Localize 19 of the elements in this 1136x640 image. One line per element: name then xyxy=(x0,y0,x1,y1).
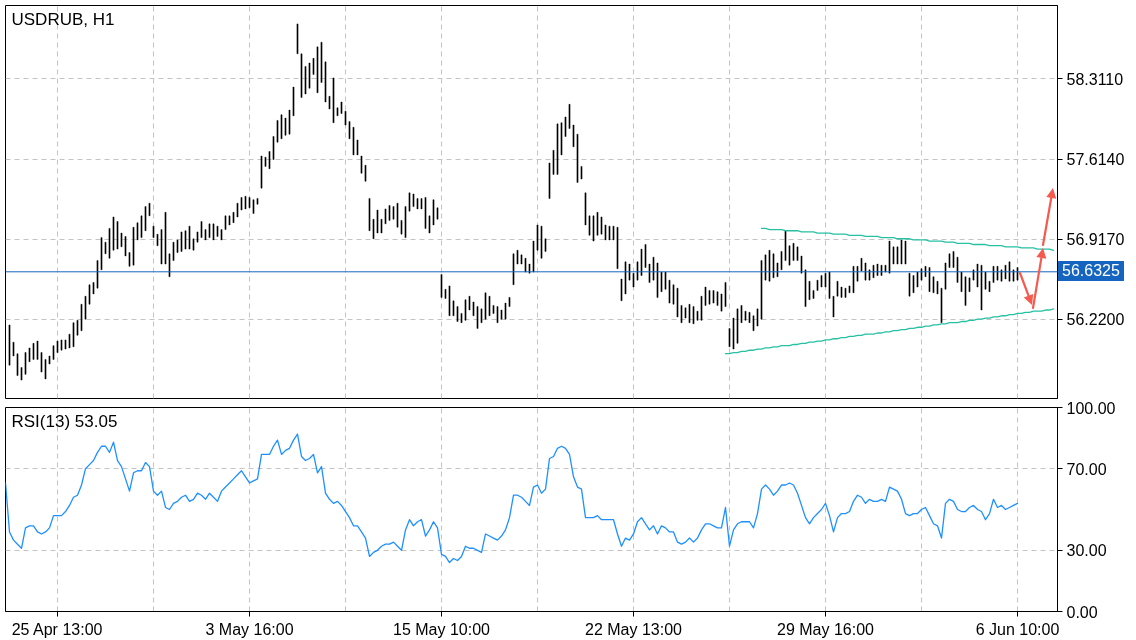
chart-title: USDRUB, H1 xyxy=(11,9,115,29)
y-tick-label: 56.2200 xyxy=(1066,311,1125,329)
line-series xyxy=(724,308,1055,355)
x-tick-label: 3 May 16:00 xyxy=(205,620,294,638)
y-tick-label: 70.00 xyxy=(1066,460,1107,478)
y-tick-label: 57.6140 xyxy=(1066,151,1125,169)
x-tick-label: 6 Jun 10:00 xyxy=(975,620,1060,638)
y-tick-label: 58.3110 xyxy=(1066,70,1124,88)
x-tick-label: 29 May 16:00 xyxy=(777,620,875,638)
x-tick-label: 22 May 13:00 xyxy=(585,620,683,638)
y-tick-label: 56.9170 xyxy=(1066,231,1125,249)
y-tick-label: 0.00 xyxy=(1066,603,1098,621)
line-series xyxy=(5,433,1019,564)
chart-title: RSI(13) 53.05 xyxy=(11,411,118,431)
ref-line-label: 56.6325 xyxy=(1058,261,1124,282)
y-tick-label: 100.00 xyxy=(1066,399,1116,417)
x-tick-label: 15 May 10:00 xyxy=(393,620,491,638)
x-tick-label: 25 Apr 13:00 xyxy=(11,620,103,638)
y-tick-label: 30.00 xyxy=(1066,542,1107,560)
